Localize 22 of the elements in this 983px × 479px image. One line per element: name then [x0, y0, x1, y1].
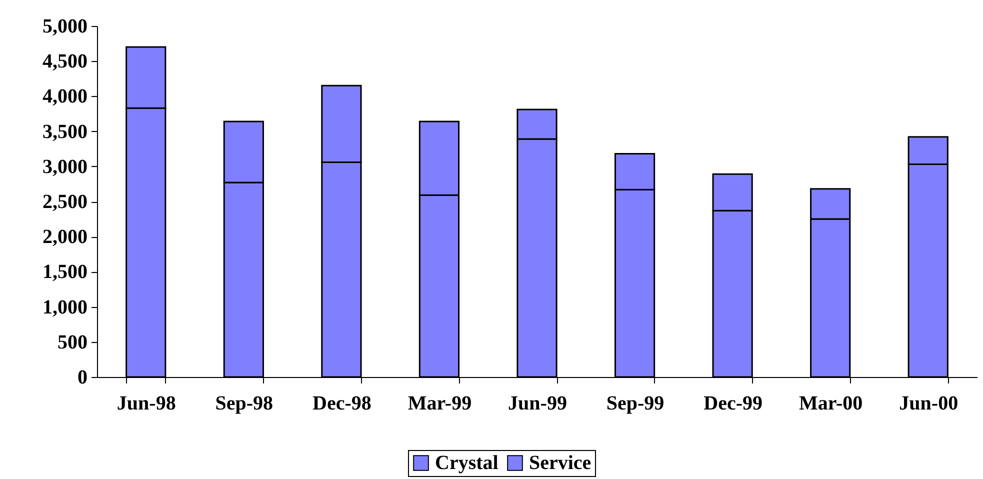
x-tick-label: Mar-99: [408, 392, 472, 414]
x-tick-label: Sep-98: [215, 392, 274, 414]
y-tick-label: 3,000: [42, 156, 88, 178]
y-tick-label: 1,500: [42, 261, 88, 284]
y-tick-label: 3,500: [42, 120, 88, 143]
y-tick-label: 4,000: [42, 86, 88, 108]
y-tick-label: 500: [58, 331, 88, 354]
x-tick-label: Sep-99: [606, 392, 664, 414]
y-tick-label: 5,000: [42, 16, 88, 38]
x-tick-label: Dec-99: [704, 392, 762, 414]
x-tick-label: Jun-00: [899, 392, 958, 414]
y-tick-label: 1,000: [42, 296, 88, 318]
y-tick-label: 0: [78, 366, 88, 388]
y-tick-label: 4,500: [42, 50, 88, 73]
x-tick-label: Dec-98: [312, 392, 372, 414]
x-tick-label: Jun-99: [508, 392, 567, 414]
legend-label: Service: [529, 452, 592, 474]
legend-label: Crystal: [435, 452, 499, 474]
y-tick-label: 2,000: [42, 226, 88, 248]
y-tick-label: 2,500: [42, 191, 88, 213]
x-tick-label: Mar-00: [798, 392, 863, 414]
x-tick-label: Jun-98: [116, 392, 176, 414]
